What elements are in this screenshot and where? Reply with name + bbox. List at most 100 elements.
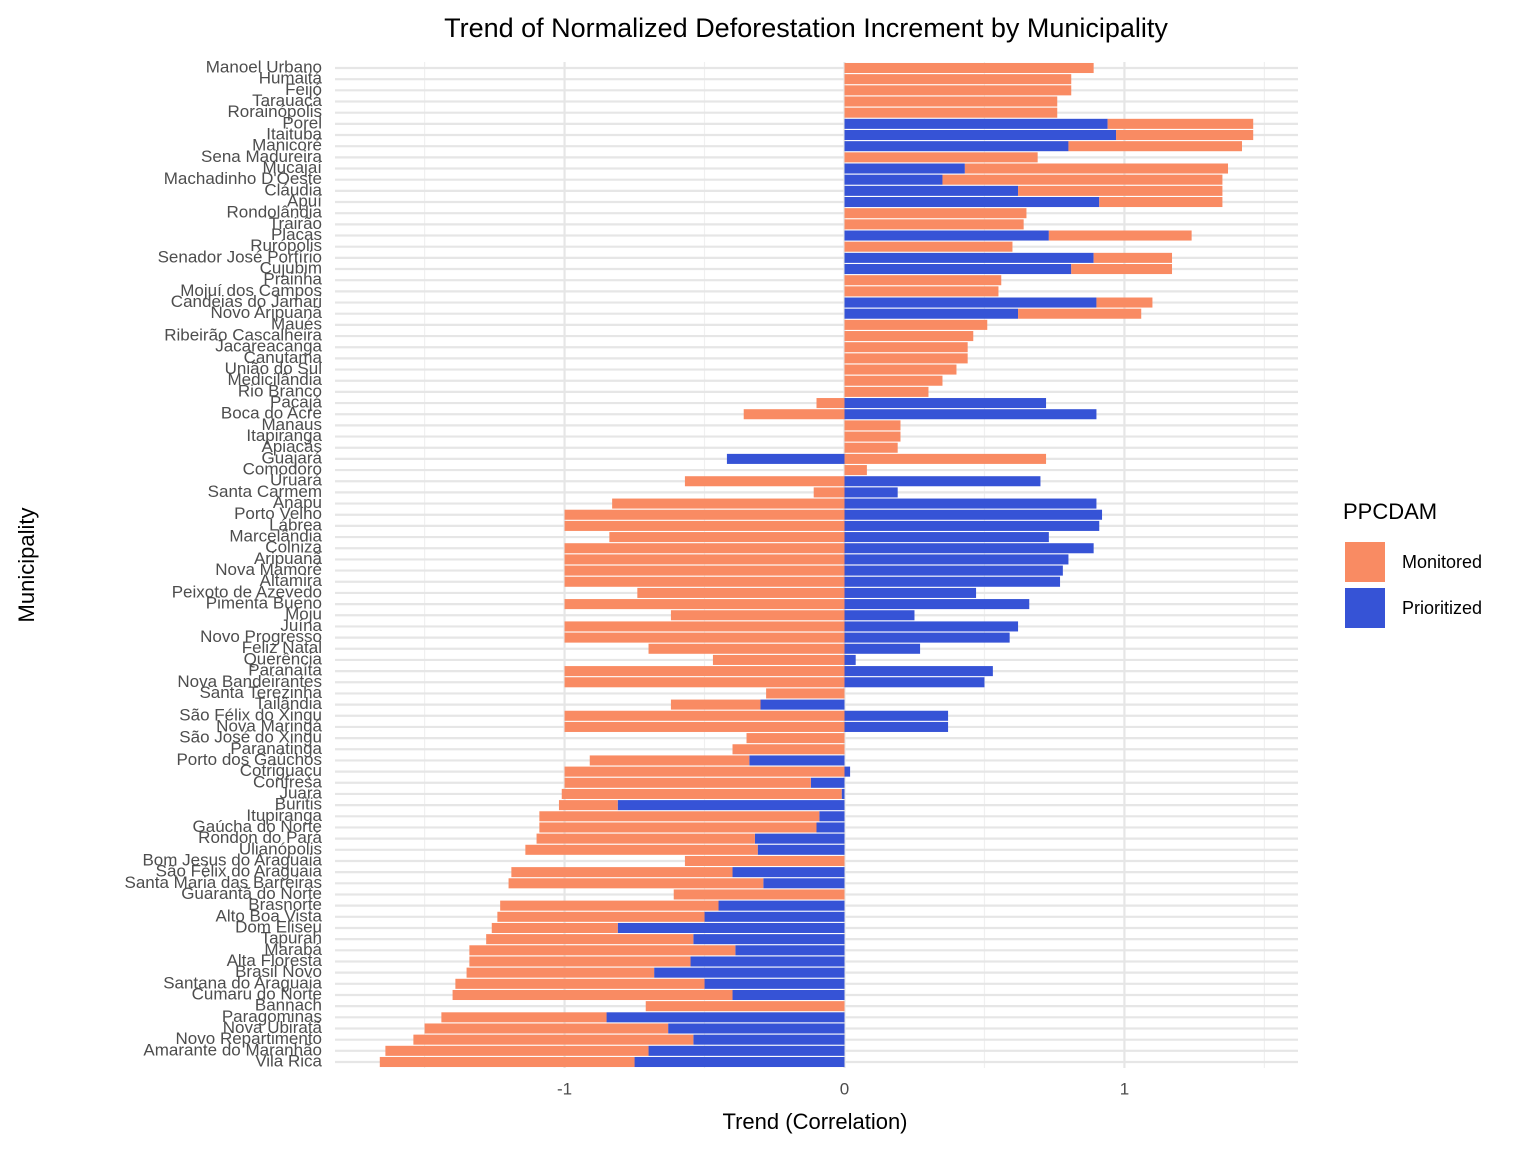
bar (844, 643, 921, 654)
bar (844, 85, 1072, 96)
y-tick-label: Rondolândia (227, 203, 323, 222)
y-tick-label: Porel (282, 113, 322, 132)
bar (732, 989, 845, 1001)
bar (844, 610, 915, 621)
bar (606, 1012, 845, 1023)
bar (726, 453, 845, 464)
bar (617, 922, 845, 934)
y-tick-label: Confresa (253, 772, 323, 791)
bar (844, 587, 977, 598)
y-tick-label: Cumaru do Norte (192, 984, 322, 1003)
bar (536, 833, 755, 844)
bar (732, 744, 845, 755)
bar (452, 989, 733, 1001)
bar (718, 900, 845, 911)
y-tick-label: Manaus (262, 415, 322, 434)
legend-label: Prioritized (1402, 598, 1482, 618)
bar (844, 331, 974, 342)
bar (844, 565, 1063, 576)
y-tick-label: Nova Mamoré (215, 560, 322, 579)
bar (844, 420, 901, 431)
y-tick-label: Rurópolis (250, 236, 322, 255)
y-tick-label: Gaúcha do Norte (193, 817, 322, 836)
y-tick-label: Itupiranga (246, 806, 322, 825)
y-tick-label: Cujubim (260, 259, 322, 278)
bar (816, 398, 845, 409)
bar (634, 1056, 845, 1068)
bar (844, 107, 1058, 118)
bar (564, 766, 845, 777)
bar (1107, 118, 1254, 129)
bar (668, 1023, 845, 1034)
y-tick-label: Pimenta Bueno (206, 594, 322, 613)
y-tick-label: Manicoré (252, 136, 322, 155)
bar (760, 699, 845, 710)
y-tick-label: Placas (271, 225, 322, 244)
bar (844, 264, 1072, 275)
bar (844, 129, 1117, 141)
bar (564, 632, 845, 643)
bar (844, 196, 1100, 208)
bar (810, 777, 845, 788)
y-tick-label: Cláudia (264, 180, 322, 199)
y-tick-label: Apuí (287, 192, 322, 211)
bar (564, 710, 845, 721)
bar (844, 576, 1061, 587)
bar (844, 543, 1094, 554)
bar (844, 364, 957, 375)
y-tick-label: Tarauacá (252, 91, 322, 110)
y-tick-label: Tailândia (255, 694, 323, 713)
bar (763, 878, 845, 889)
bar (693, 1034, 845, 1045)
y-tick-label: Querência (244, 649, 323, 668)
bar (844, 230, 1049, 241)
y-tick-label: Senador José Porfírio (158, 247, 322, 266)
bar (497, 911, 705, 922)
chart-title: Trend of Normalized Deforestation Increm… (444, 13, 1168, 43)
y-tick-label: Pacajá (270, 393, 323, 412)
legend-key (1345, 588, 1385, 628)
bar (1099, 196, 1223, 208)
y-tick-label: Mucajaí (262, 158, 322, 177)
y-tick-label: Santa Terezinha (199, 683, 322, 702)
bar (612, 498, 845, 509)
y-tick-label: Paranatinga (230, 739, 322, 758)
bar (637, 587, 845, 598)
bar (385, 1045, 649, 1056)
bar (564, 543, 845, 554)
y-tick-label: Jacareacanga (215, 337, 322, 356)
y-tick-label: Colniza (265, 538, 322, 557)
y-tick-label: Aripuanã (254, 549, 323, 568)
y-tick-label: União do Sul (225, 359, 322, 378)
y-tick-label: Brasil Novo (235, 962, 322, 981)
y-tick-label: Rio Branco (238, 381, 322, 400)
bar (964, 163, 1229, 174)
y-tick-label: Novo Progresso (200, 627, 322, 646)
bar (844, 62, 1094, 74)
bar (508, 878, 764, 889)
y-tick-label: Ulianópolis (239, 839, 322, 858)
y-tick-label: Bannach (255, 996, 322, 1015)
y-tick-label: Maués (271, 314, 322, 333)
y-tick-label: Trairão (269, 214, 322, 233)
x-tick-label: -1 (557, 1079, 572, 1098)
y-tick-label: Brasnorte (248, 895, 322, 914)
y-tick-label: São Félix do Araguaia (156, 862, 323, 881)
bar (564, 576, 845, 587)
bar (1116, 129, 1254, 141)
y-axis-label: Municipality (14, 508, 39, 623)
y-tick-label: Apiacás (262, 437, 322, 456)
bar (1018, 185, 1223, 196)
bar (500, 900, 719, 911)
bar (645, 1001, 845, 1012)
bar (455, 978, 705, 989)
bar (844, 219, 1024, 230)
bar (844, 487, 898, 498)
y-tick-label: Medicilândia (228, 370, 323, 389)
y-tick-label: Moju (285, 605, 322, 624)
bar (844, 319, 988, 330)
bar (746, 733, 845, 744)
bar (469, 945, 736, 956)
bar (413, 1034, 694, 1045)
bar (844, 174, 943, 185)
